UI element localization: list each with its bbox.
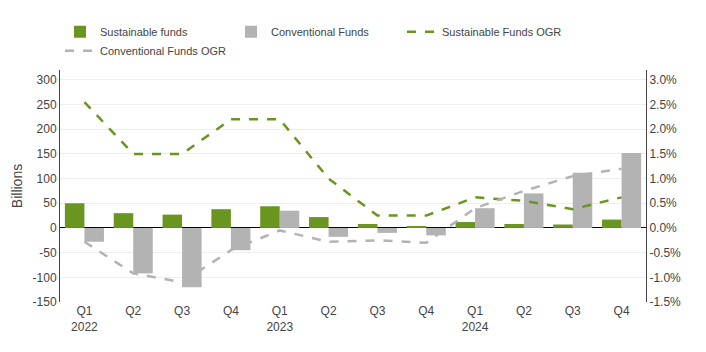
svg-text:3.0%: 3.0% <box>649 73 677 87</box>
svg-text:Q3: Q3 <box>565 304 581 318</box>
svg-text:100: 100 <box>37 172 57 186</box>
svg-text:1.5%: 1.5% <box>649 147 677 161</box>
svg-text:0.0%: 0.0% <box>649 221 677 235</box>
svg-text:1.0%: 1.0% <box>649 172 677 186</box>
svg-text:Q4: Q4 <box>614 304 630 318</box>
svg-text:-1.0%: -1.0% <box>649 271 681 285</box>
svg-text:Q3: Q3 <box>369 304 385 318</box>
svg-text:Q4: Q4 <box>223 304 239 318</box>
svg-text:200: 200 <box>37 122 57 136</box>
svg-text:Q2: Q2 <box>321 304 337 318</box>
svg-text:Sustainable funds: Sustainable funds <box>100 26 188 38</box>
svg-text:-0.5%: -0.5% <box>649 246 681 260</box>
svg-text:150: 150 <box>37 147 57 161</box>
svg-text:Q4: Q4 <box>418 304 434 318</box>
svg-text:-150: -150 <box>33 295 57 309</box>
svg-text:Conventional Funds: Conventional Funds <box>271 26 369 38</box>
svg-text:50: 50 <box>43 196 57 210</box>
svg-text:300: 300 <box>37 73 57 87</box>
svg-text:2.5%: 2.5% <box>649 98 677 112</box>
svg-text:-50: -50 <box>39 246 57 260</box>
svg-text:Billions: Billions <box>9 164 25 208</box>
svg-text:Conventional Funds OGR: Conventional Funds OGR <box>100 45 226 57</box>
svg-text:250: 250 <box>37 98 57 112</box>
svg-text:-100: -100 <box>33 271 57 285</box>
svg-text:Q2: Q2 <box>516 304 532 318</box>
svg-text:0: 0 <box>50 221 57 235</box>
svg-text:Sustainable Funds OGR: Sustainable Funds OGR <box>442 26 561 38</box>
svg-text:Q12024: Q12024 <box>462 304 489 334</box>
svg-text:Q12023: Q12023 <box>266 304 293 334</box>
svg-text:Q12022: Q12022 <box>71 304 98 334</box>
svg-text:Q3: Q3 <box>174 304 190 318</box>
svg-text:0.5%: 0.5% <box>649 196 677 210</box>
svg-text:Q2: Q2 <box>125 304 141 318</box>
svg-text:2.0%: 2.0% <box>649 122 677 136</box>
svg-text:-1.5%: -1.5% <box>649 295 681 309</box>
